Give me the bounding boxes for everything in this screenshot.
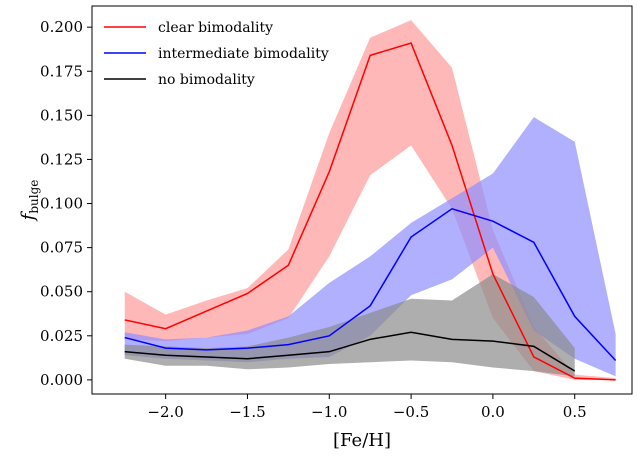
band-intermediate-bimodality <box>124 117 616 377</box>
x-tick-label: 0.0 <box>481 403 505 421</box>
x-tick-label: −1.0 <box>311 403 347 421</box>
legend-label-intermediate-bimodality: intermediate bimodality <box>158 46 329 62</box>
legend: clear bimodality intermediate bimodality n… <box>104 20 329 88</box>
x-tick-label: 0.5 <box>563 403 587 421</box>
y-tick-label: 0.200 <box>40 18 83 36</box>
x-tick-label: −2.0 <box>147 403 183 421</box>
y-tick-label: 0.000 <box>40 371 83 389</box>
y-tick-label: 0.125 <box>40 150 83 168</box>
line-intermediate-bimodality <box>124 207 617 362</box>
y-axis-label-subscript: bulge <box>27 180 41 214</box>
y-tick-label: 0.025 <box>40 327 83 345</box>
line-no-bimodality <box>124 331 576 372</box>
legend-label-clear-bimodality: clear bimodality <box>158 20 273 36</box>
line-clear-bimodality <box>124 42 616 381</box>
y-tick-label: 0.075 <box>40 239 83 257</box>
x-tick-label: −0.5 <box>393 403 429 421</box>
x-axis-label: [Fe/H] <box>333 430 391 451</box>
y-tick-label: 0.150 <box>40 106 83 124</box>
y-tick-label: 0.050 <box>40 283 83 301</box>
y-tick-label: 0.100 <box>40 195 83 213</box>
y-tick-label: 0.175 <box>40 62 83 80</box>
band-no-bimodality <box>124 274 575 377</box>
y-axis: 0.000 0.025 0.050 0.075 0.100 0.125 0.150 0.175… <box>40 18 92 389</box>
x-axis: −2.0 −1.5 −1.0 −0.5 0.0 0.5 <box>147 394 587 421</box>
series-lines <box>124 42 617 381</box>
y-axis-label: fbulge <box>18 180 41 223</box>
legend-label-no-bimodality: no bimodality <box>158 72 255 88</box>
plot-frame <box>91 5 633 395</box>
x-tick-label: −1.5 <box>229 403 265 421</box>
confidence-bands <box>124 20 616 380</box>
